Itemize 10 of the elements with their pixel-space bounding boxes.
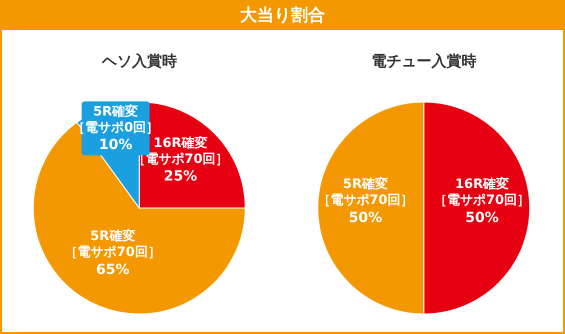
- slice-label: 5R確変［電サポ70回］: [64, 227, 161, 260]
- slice-label: 16R確変［電サポ70回］: [434, 176, 530, 208]
- slice-label: 5R確変［電サポ70回］: [317, 176, 414, 208]
- text: 大当り割合: [240, 6, 325, 26]
- chart-subtitle: 電チュー入賞時: [371, 52, 476, 70]
- chart-subtitle: ヘソ入賞時: [100, 52, 177, 70]
- data-label: 25%: [164, 168, 198, 185]
- data-label: 50%: [348, 210, 382, 226]
- data-label: 65%: [96, 262, 130, 278]
- data-label: 50%: [465, 210, 499, 226]
